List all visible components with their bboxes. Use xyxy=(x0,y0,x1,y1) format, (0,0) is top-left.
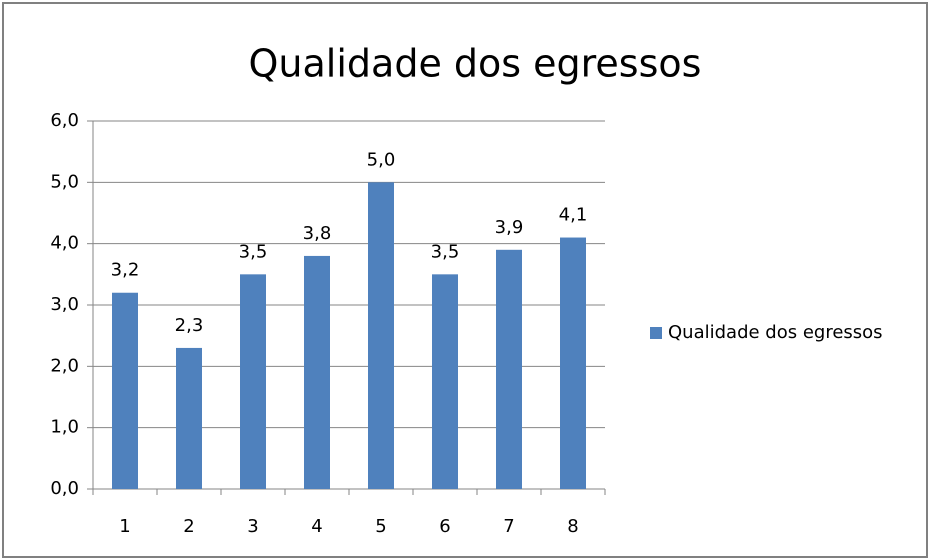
bar xyxy=(368,182,394,490)
y-tick-label: 6,0 xyxy=(50,110,79,131)
x-tick-label: 3 xyxy=(247,516,258,537)
x-tick-label: 4 xyxy=(311,516,322,537)
y-tick-label: 0,0 xyxy=(50,478,79,499)
bar xyxy=(496,249,522,489)
bar xyxy=(560,237,586,489)
y-tick-label: 5,0 xyxy=(50,171,79,192)
y-tick-label: 3,0 xyxy=(50,294,79,315)
legend-label: Qualidade dos egressos xyxy=(668,322,883,343)
data-label: 3,5 xyxy=(431,241,460,262)
x-tick-label: 1 xyxy=(119,516,130,537)
bar xyxy=(240,274,266,489)
x-tick-label: 5 xyxy=(375,516,386,537)
data-label: 4,1 xyxy=(559,205,588,226)
x-tick-label: 8 xyxy=(567,516,578,537)
data-label: 3,5 xyxy=(239,241,268,262)
x-tick-label: 6 xyxy=(439,516,450,537)
bar xyxy=(112,292,138,489)
x-tick-label: 2 xyxy=(183,516,194,537)
y-tick-label: 2,0 xyxy=(50,355,79,376)
chart-title: Qualidade dos egressos xyxy=(249,42,702,86)
data-label: 3,2 xyxy=(111,260,140,281)
y-tick-label: 4,0 xyxy=(50,233,79,254)
bar xyxy=(176,347,202,489)
bar xyxy=(304,255,330,489)
data-label: 5,0 xyxy=(367,149,396,170)
data-label: 2,3 xyxy=(175,315,204,336)
legend-swatch xyxy=(650,327,662,339)
data-label: 3,9 xyxy=(495,217,524,238)
x-tick-label: 7 xyxy=(503,516,514,537)
data-label: 3,8 xyxy=(303,223,332,244)
bar xyxy=(432,274,458,489)
y-tick-label: 1,0 xyxy=(50,417,79,438)
